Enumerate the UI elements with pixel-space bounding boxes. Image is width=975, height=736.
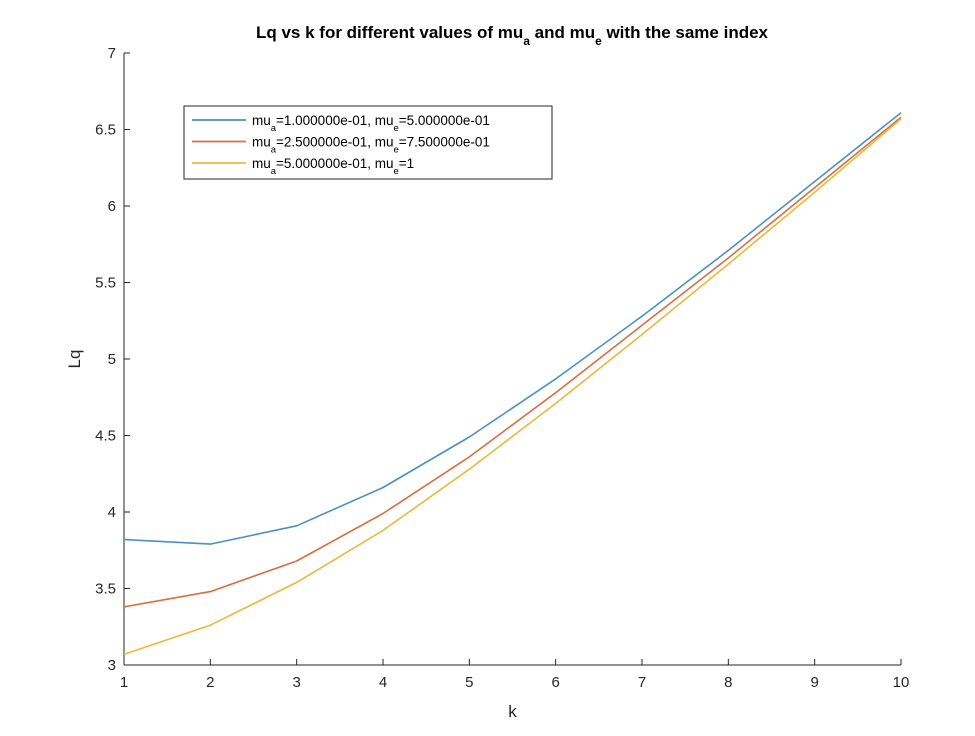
- x-tick-label: 9: [810, 674, 818, 691]
- series-line-2: [123, 116, 902, 608]
- y-tick-label: 4.5: [95, 428, 116, 445]
- series-group: [123, 112, 902, 656]
- y-tick-label: 4: [108, 504, 116, 521]
- x-tick-label: 10: [893, 674, 910, 691]
- y-tick-label: 6.5: [95, 122, 116, 139]
- y-ticks: 3 3.5 4 4.5 5 5.5 6 6.5 7: [95, 45, 130, 674]
- x-ticks: 1 2 3 4 5 6 7 8 9 10: [120, 659, 910, 691]
- plot-area: 1 2 3 4 5 6 7 8 9 10 3 3.5 4 4.5 5 5.5 6 6.5 7: [95, 45, 909, 691]
- y-tick-label: 3: [108, 657, 116, 674]
- legend-entry-2: mua=2.500000e-01, mue=7.500000e-01: [252, 135, 490, 156]
- y-tick-label: 6: [108, 198, 116, 215]
- legend-entry-1: mua=1.000000e-01, mue=5.000000e-01: [252, 113, 490, 134]
- y-axis-label: Lq: [65, 350, 84, 369]
- x-tick-label: 7: [638, 674, 646, 691]
- legend-entry-3: mua=5.000000e-01, mue=1: [252, 156, 414, 177]
- legend-box: [183, 105, 553, 180]
- y-tick-label: 5: [108, 351, 116, 368]
- y-tick-label: 7: [108, 45, 116, 62]
- x-axis-label: k: [508, 702, 517, 721]
- x-tick-label: 1: [120, 674, 128, 691]
- series-line-1: [123, 112, 902, 545]
- y-tick-label: 3.5: [95, 581, 116, 598]
- x-tick-label: 8: [724, 674, 732, 691]
- series-line-3: [123, 118, 902, 656]
- x-tick-label: 5: [465, 674, 473, 691]
- x-tick-label: 6: [551, 674, 559, 691]
- x-tick-label: 2: [206, 674, 214, 691]
- chart-title: Lq vs k for different values of mua and …: [256, 23, 769, 48]
- x-tick-label: 3: [292, 674, 300, 691]
- legend: mua=1.000000e-01, mue=5.000000e-01mua=2.…: [183, 105, 553, 180]
- y-tick-label: 5.5: [95, 275, 116, 292]
- x-tick-label: 4: [379, 674, 387, 691]
